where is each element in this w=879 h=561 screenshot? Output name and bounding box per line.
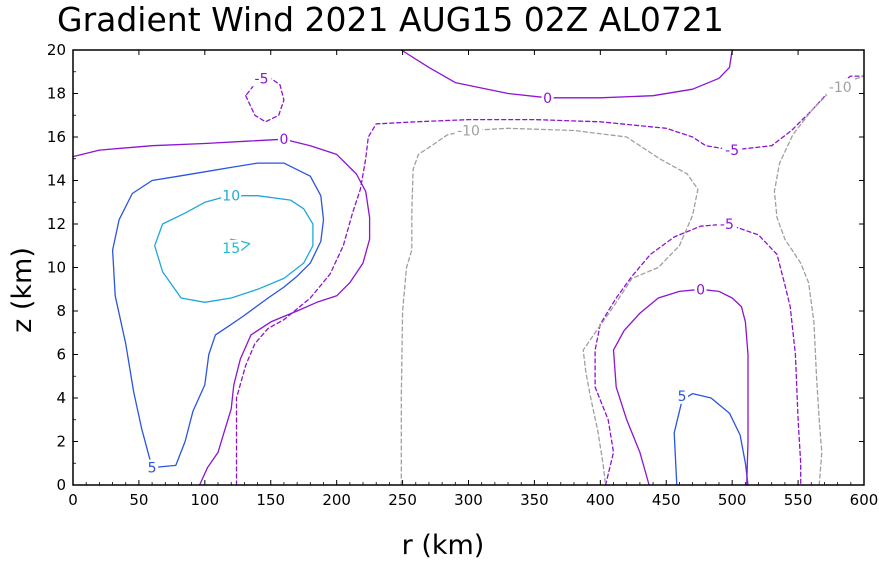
contour-label: -5 [725,143,739,159]
contour-label-mask [694,281,707,298]
contour-label-mask [454,122,483,139]
x-tick-label: 500 [718,491,747,509]
x-axis-label: r (km) [402,530,485,561]
contour-label: 5 [148,461,157,477]
x-tick-label: 600 [850,491,879,509]
y-tick-label: 12 [47,215,66,233]
x-tick-label: 50 [129,491,148,509]
x-tick-label: 550 [784,491,813,509]
x-tick-label: 350 [520,491,549,509]
contour-label: 5 [678,389,687,405]
contour-label-mask [676,387,689,404]
y-tick-label: 2 [56,433,66,451]
x-axis-ticks: 0 50 100 150 200 250 300 350 400 450 500 550 600 [68,50,878,509]
y-tick-label: 18 [47,85,66,103]
x-tick-label: 100 [191,491,220,509]
contour-label-mask [221,187,242,204]
contour-label: -10 [457,123,480,139]
contour-line [111,162,325,469]
y-tick-label: 4 [56,389,66,407]
contour-label-mask [541,89,554,106]
y-axis-ticks: 0 2 4 6 8 10 12 14 16 18 20 [47,41,864,494]
contour-label-mask [716,216,737,232]
contour-line [400,127,699,486]
contour-line [154,195,314,303]
y-tick-label: 16 [47,128,66,146]
contour-label-mask [221,239,242,256]
contour-label-mask [251,70,272,87]
x-tick-label: 0 [68,491,78,509]
y-axis-label: z (km) [7,247,38,333]
x-tick-label: 200 [322,491,351,509]
contour-line [773,75,865,486]
contour-label: 10 [222,189,240,205]
contour-labels: 15 10 5 5 0 0 0 -5 -5 -5 -10 -10 [146,70,855,477]
contour-label: -10 [829,80,852,96]
y-tick-label: 20 [47,41,66,59]
chart-title: Gradient Wind 2021 AUG15 02Z AL0721 [57,0,724,39]
contour-line [72,138,371,486]
x-tick-label: 300 [454,491,483,509]
contour-label: -5 [720,217,734,233]
x-tick-label: 250 [388,491,417,509]
contour-line [673,392,749,486]
y-tick-label: 10 [47,259,66,277]
contour-line [594,223,802,486]
contour-label: 0 [543,91,552,107]
y-tick-label: 8 [56,302,66,320]
contour-line [400,49,733,99]
contour-label-mask [722,142,743,159]
contour-label-mask [146,459,159,476]
contour-label-mask [826,78,855,95]
y-tick-label: 6 [56,346,66,364]
contour-label: 0 [279,132,288,148]
x-tick-label: 400 [586,491,615,509]
contour-lines [72,49,865,486]
contour-label: -5 [255,71,269,87]
x-tick-label: 450 [652,491,681,509]
contour-label-mask [277,131,290,148]
x-tick-label: 150 [256,491,285,509]
y-tick-label: 14 [47,172,66,190]
y-tick-label: 0 [56,476,66,494]
plot-frame [72,49,865,486]
contour-label: 15 [222,241,240,257]
contour-line [612,288,749,486]
contour-label: 0 [696,282,705,298]
contour-line [235,75,865,486]
